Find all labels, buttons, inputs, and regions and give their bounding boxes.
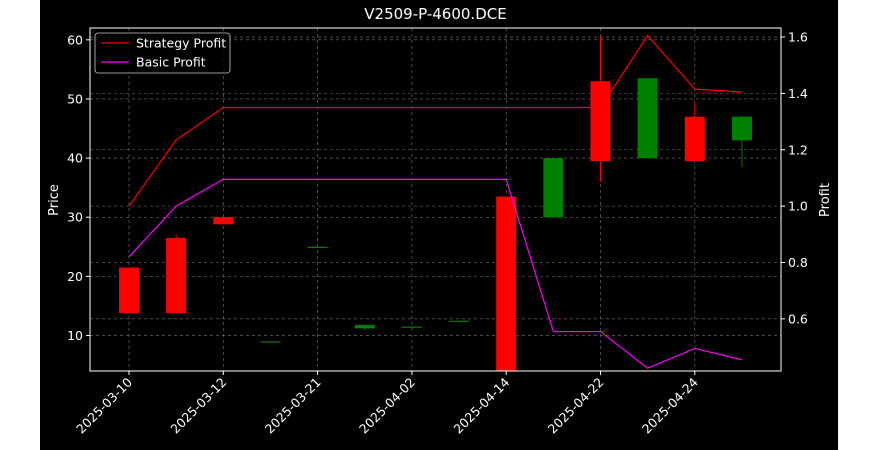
candle-body [731, 116, 752, 141]
candle-body [684, 116, 705, 162]
y2-tick-label: 1.4 [788, 86, 808, 101]
y2-tick-label: 1.2 [788, 142, 808, 157]
candle-body [260, 341, 281, 343]
candle-body [213, 217, 234, 225]
y-tick-label: 30 [67, 210, 83, 225]
candle-body [307, 246, 328, 249]
grid [90, 28, 781, 371]
axes-frame [89, 27, 782, 372]
y-tick-label: 20 [67, 269, 83, 284]
candle-body [449, 320, 470, 322]
figure-background [40, 0, 838, 450]
y-tick-label: 50 [67, 91, 83, 106]
legend: Strategy Profit Basic Profit [94, 32, 231, 74]
legend-label-strategy-profit: Strategy Profit [136, 36, 226, 51]
y2-tick-label: 0.6 [788, 311, 808, 326]
candle-body [166, 237, 187, 314]
y-tick-label: 10 [67, 328, 83, 343]
strategy-profit-line [128, 34, 742, 207]
y-tick-label: 40 [67, 151, 83, 166]
candle-body [590, 81, 611, 162]
y2-axis-label: Profit [818, 183, 833, 217]
chart-title: V2509-P-4600.DCE [364, 5, 506, 23]
candle-body [543, 158, 564, 218]
y2-tick-label: 1.0 [788, 199, 808, 214]
candle-body [354, 324, 375, 329]
y-tick-label: 60 [67, 32, 83, 47]
candle-body [119, 267, 139, 314]
candles [119, 36, 752, 371]
candle-body [496, 196, 517, 371]
legend-label-basic-profit: Basic Profit [136, 55, 206, 70]
y2-tick-label: 1.6 [788, 30, 808, 45]
candle-body [401, 326, 422, 328]
basic-profit-line [128, 178, 743, 369]
profit-lines [128, 34, 743, 369]
candle-body [637, 78, 658, 159]
y-axis-label: Price [47, 184, 62, 216]
y2-tick-label: 0.8 [788, 255, 808, 270]
